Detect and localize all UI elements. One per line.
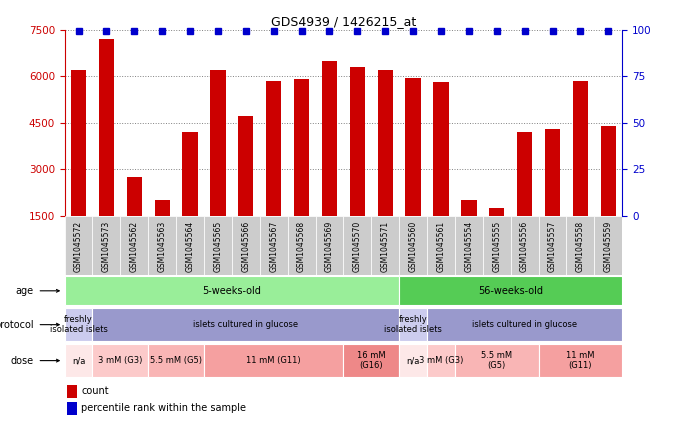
Bar	[455, 344, 539, 377]
Text: GSM1045572: GSM1045572	[74, 220, 83, 272]
Bar	[260, 216, 288, 275]
Bar	[288, 216, 316, 275]
Bar	[65, 276, 399, 305]
Text: percentile rank within the sample: percentile rank within the sample	[82, 403, 246, 413]
Bar	[294, 79, 309, 262]
Bar	[566, 216, 594, 275]
Bar	[594, 216, 622, 275]
Bar	[266, 81, 282, 262]
Bar	[67, 402, 78, 415]
Bar	[238, 116, 254, 262]
Text: 11 mM
(G11): 11 mM (G11)	[566, 351, 594, 370]
Bar	[154, 200, 170, 262]
Bar	[210, 70, 226, 262]
Text: GSM1045560: GSM1045560	[409, 220, 418, 272]
Text: GSM1045573: GSM1045573	[102, 220, 111, 272]
Bar	[371, 216, 399, 275]
Text: 3 mM (G3): 3 mM (G3)	[419, 356, 463, 365]
Text: 5.5 mM
(G5): 5.5 mM (G5)	[481, 351, 512, 370]
Bar	[65, 216, 92, 275]
Text: count: count	[82, 386, 109, 396]
Bar	[573, 81, 588, 262]
Text: 3 mM (G3): 3 mM (G3)	[98, 356, 143, 365]
Bar	[71, 70, 86, 262]
Text: 5-weeks-old: 5-weeks-old	[203, 286, 261, 296]
Text: islets cultured in glucose: islets cultured in glucose	[193, 320, 299, 329]
Text: n/a: n/a	[72, 356, 85, 365]
Text: GSM1045570: GSM1045570	[353, 220, 362, 272]
Text: GSM1045571: GSM1045571	[381, 220, 390, 272]
Text: GSM1045562: GSM1045562	[130, 220, 139, 272]
Bar	[427, 216, 455, 275]
Bar	[427, 308, 622, 341]
Bar	[489, 208, 505, 262]
Title: GDS4939 / 1426215_at: GDS4939 / 1426215_at	[271, 16, 416, 28]
Bar	[204, 216, 232, 275]
Text: GSM1045565: GSM1045565	[214, 220, 222, 272]
Bar	[377, 70, 393, 262]
Text: GSM1045558: GSM1045558	[576, 220, 585, 272]
Bar	[545, 129, 560, 262]
Text: protocol: protocol	[0, 320, 34, 330]
Bar	[427, 344, 455, 377]
Bar	[65, 344, 92, 377]
Text: GSM1045557: GSM1045557	[548, 220, 557, 272]
Text: GSM1045563: GSM1045563	[158, 220, 167, 272]
Bar	[600, 126, 616, 262]
Bar	[455, 216, 483, 275]
Bar	[539, 344, 622, 377]
Bar	[92, 344, 148, 377]
Bar	[399, 216, 427, 275]
Text: age: age	[16, 286, 34, 296]
Bar	[92, 308, 399, 341]
Text: GSM1045568: GSM1045568	[297, 220, 306, 272]
Bar	[461, 200, 477, 262]
Text: GSM1045569: GSM1045569	[325, 220, 334, 272]
Text: GSM1045561: GSM1045561	[437, 220, 445, 272]
Bar	[399, 308, 427, 341]
Text: GSM1045554: GSM1045554	[464, 220, 473, 272]
Text: GSM1045564: GSM1045564	[186, 220, 194, 272]
Bar	[99, 39, 114, 262]
Bar	[511, 216, 539, 275]
Bar	[204, 344, 343, 377]
Bar	[483, 216, 511, 275]
Text: 11 mM (G11): 11 mM (G11)	[246, 356, 301, 365]
Text: islets cultured in glucose: islets cultured in glucose	[472, 320, 577, 329]
Text: GSM1045567: GSM1045567	[269, 220, 278, 272]
Bar	[126, 177, 142, 262]
Text: freshly
isolated islets: freshly isolated islets	[50, 315, 107, 334]
Text: 5.5 mM (G5): 5.5 mM (G5)	[150, 356, 202, 365]
Bar	[182, 132, 198, 262]
Bar	[399, 344, 427, 377]
Bar	[343, 344, 399, 377]
Bar	[322, 60, 337, 262]
Bar	[148, 344, 204, 377]
Text: GSM1045559: GSM1045559	[604, 220, 613, 272]
Bar	[67, 385, 78, 398]
Bar	[316, 216, 343, 275]
Bar	[539, 216, 566, 275]
Bar	[148, 216, 176, 275]
Bar	[405, 78, 421, 262]
Bar	[65, 308, 92, 341]
Text: GSM1045556: GSM1045556	[520, 220, 529, 272]
Bar	[433, 82, 449, 262]
Bar	[343, 216, 371, 275]
Text: 56-weeks-old: 56-weeks-old	[478, 286, 543, 296]
Bar	[350, 67, 365, 262]
Bar	[517, 132, 532, 262]
Bar	[92, 216, 120, 275]
Bar	[120, 216, 148, 275]
Text: 16 mM
(G16): 16 mM (G16)	[357, 351, 386, 370]
Bar	[399, 276, 622, 305]
Text: dose: dose	[11, 356, 34, 365]
Text: freshly
isolated islets: freshly isolated islets	[384, 315, 442, 334]
Bar	[232, 216, 260, 275]
Text: n/a: n/a	[407, 356, 420, 365]
Bar	[176, 216, 204, 275]
Text: GSM1045555: GSM1045555	[492, 220, 501, 272]
Text: GSM1045566: GSM1045566	[241, 220, 250, 272]
